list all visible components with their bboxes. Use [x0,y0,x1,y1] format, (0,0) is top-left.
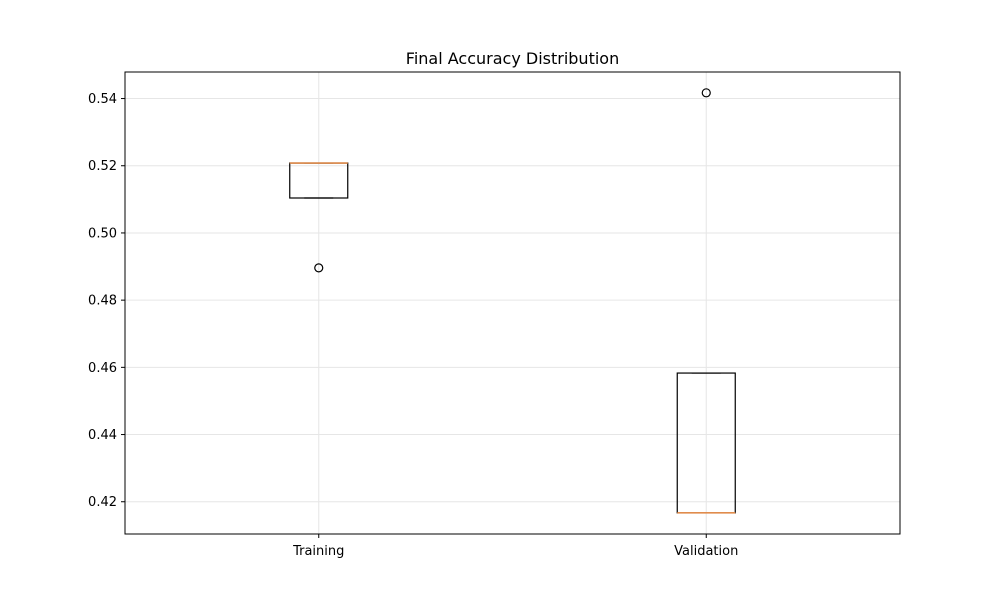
outlier-point [701,88,711,98]
box-validation [676,88,736,514]
x-tick-label: Training [292,544,344,559]
y-axis: 0.42 0.44 0.46 0.48 0.50 0.52 0.54 [88,92,125,510]
grid-lines [125,72,900,534]
box-training [289,162,349,273]
y-tick-label: 0.52 [88,159,117,174]
outlier-point [314,263,324,273]
y-tick-label: 0.46 [88,361,117,376]
y-tick-label: 0.50 [88,226,117,241]
x-axis: Training Validation [292,534,738,559]
y-tick-label: 0.54 [88,92,117,107]
chart-title: Final Accuracy Distribution [406,49,619,68]
x-tick-label: Validation [674,544,738,559]
box-plots [289,88,736,514]
y-tick-label: 0.42 [88,495,117,510]
y-tick-label: 0.48 [88,294,117,309]
plot-area-frame [124,71,901,535]
y-tick-label: 0.44 [88,428,117,443]
